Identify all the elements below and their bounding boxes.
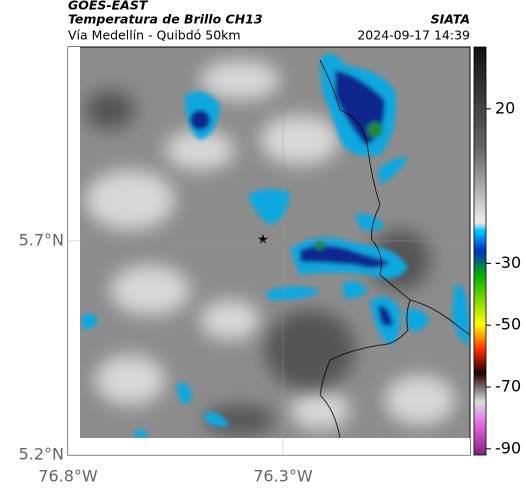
colorbar-tick-label: -50 bbox=[495, 315, 521, 334]
map-margin bbox=[80, 438, 470, 455]
colorbar-tick-label: -30 bbox=[495, 253, 521, 272]
agency: SIATA bbox=[431, 12, 470, 27]
border bbox=[319, 59, 411, 438]
cold-clouds bbox=[82, 53, 470, 438]
y-tick-label: 5.7°N bbox=[19, 230, 64, 249]
map-margin bbox=[68, 47, 80, 455]
colorbar-tick-label: 20 bbox=[495, 98, 515, 117]
y-tick-label: 5.2°N bbox=[19, 445, 64, 464]
location-marker: ★ bbox=[257, 233, 269, 248]
subtitle: Vía Medellín - Quibdó 50km bbox=[68, 28, 241, 43]
border bbox=[409, 299, 470, 336]
imagery bbox=[80, 47, 470, 438]
x-tick-label: 76.3°W bbox=[253, 467, 313, 486]
colorbar bbox=[473, 46, 487, 456]
colorbar-tick-label: -70 bbox=[495, 377, 521, 396]
timestamp: 2024-09-17 14:39 bbox=[357, 28, 470, 43]
header: GOES-EAST Temperatura de Brillo CH13 SIA… bbox=[68, 0, 470, 43]
x-tick-label: 76.8°W bbox=[38, 467, 98, 486]
title: Temperatura de Brillo CH13 bbox=[68, 12, 263, 27]
source: GOES-EAST bbox=[68, 0, 149, 13]
colorbar-tick-label: -90 bbox=[495, 438, 521, 457]
